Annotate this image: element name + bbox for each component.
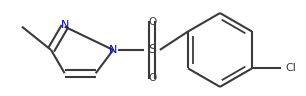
Text: Cl: Cl [285,63,296,73]
Text: N: N [61,20,69,30]
Text: S: S [148,43,156,56]
Text: O: O [148,73,156,83]
Text: O: O [148,17,156,27]
Text: N: N [109,45,118,55]
